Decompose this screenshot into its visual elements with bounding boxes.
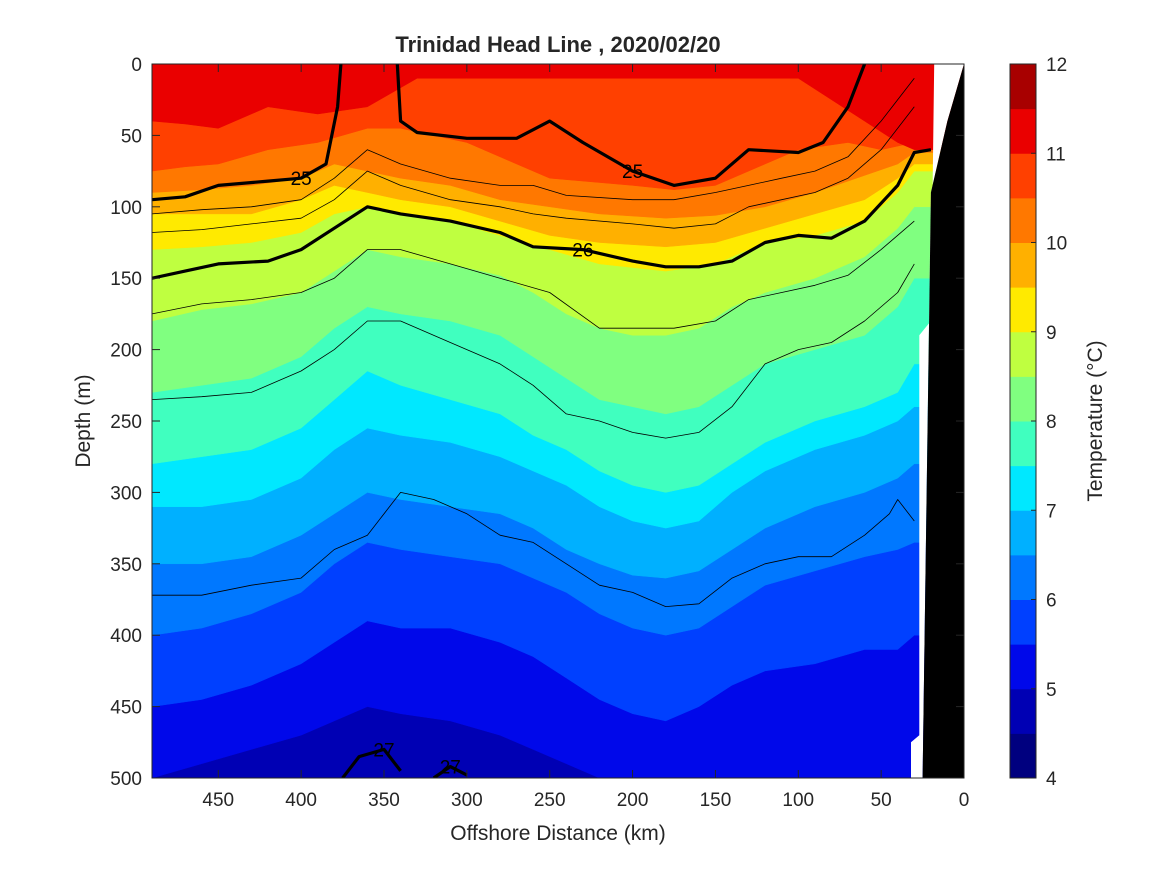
y-axis-ticks: 0 50 100 150 200 250 300 350 400 450 500: [110, 55, 964, 790]
y-tick-label: 300: [110, 483, 142, 504]
colorbar-tick-label: 10: [1046, 234, 1067, 255]
colorbar-level: [1010, 287, 1036, 333]
no-data-mask: [911, 64, 964, 778]
density-contour-line: [152, 148, 932, 280]
contour-label: 26: [572, 241, 593, 262]
y-tick-label: 400: [110, 626, 142, 647]
colorbar-level: [1010, 510, 1036, 556]
x-tick-label: 0: [959, 790, 970, 811]
colorbar-tick-label: 8: [1046, 412, 1057, 433]
plot-area: 25 25 26 27 27: [152, 64, 964, 779]
density-contour-line: [432, 764, 468, 778]
density-contour-line: [152, 263, 915, 439]
colorbar-level: [1010, 331, 1036, 377]
colorbar-level: [1010, 644, 1036, 690]
bottom-topography: [922, 64, 964, 778]
y-tick-label: 100: [110, 198, 142, 219]
x-tick-label: 200: [617, 790, 649, 811]
colorbar-level: [1010, 108, 1036, 154]
colorbar-tick-label: 11: [1046, 144, 1066, 165]
density-contour-line: [341, 747, 402, 778]
colorbar-level: [1010, 376, 1036, 422]
y-tick-label: 200: [110, 341, 142, 362]
y-tick-label: 350: [110, 555, 142, 576]
x-axis-label: Offshore Distance (km): [450, 822, 666, 845]
colorbar-label: Temperature (°C): [1084, 340, 1107, 501]
density-contour-line: [152, 64, 343, 202]
density-contour-line: [152, 491, 915, 607]
colorbar-tick-label: 7: [1046, 501, 1057, 522]
colorbar-tick-label: 9: [1046, 323, 1057, 344]
colorbar-level: [1010, 197, 1036, 243]
colorbar-level: [1010, 465, 1036, 511]
colorbar-level: [1010, 733, 1036, 779]
colorbar-tick-label: 4: [1046, 769, 1057, 790]
contour-label: 27: [373, 740, 394, 761]
y-tick-label: 50: [121, 126, 142, 147]
contour-label: 25: [291, 169, 312, 190]
x-tick-label: 250: [534, 790, 566, 811]
temperature-bands: [152, 64, 964, 778]
density-contour-line: [152, 220, 915, 329]
colorbar-level: [1010, 64, 1036, 110]
colorbar-tick-label: 6: [1046, 591, 1057, 612]
colorbar-level: [1010, 554, 1036, 600]
y-axis-label: Depth (m): [72, 374, 95, 467]
y-tick-label: 0: [131, 55, 142, 76]
temperature-band-11: [152, 64, 964, 150]
colorbar-level: [1010, 242, 1036, 288]
x-tick-label: 350: [368, 790, 400, 811]
density-contour-line: [152, 78, 915, 215]
colorbar-level: [1010, 153, 1036, 199]
density-contour-line: [152, 106, 915, 233]
colorbar-tick-label: 12: [1046, 55, 1067, 76]
colorbar-level: [1010, 421, 1036, 467]
x-tick-label: 50: [871, 790, 892, 811]
colorbar-level: [1010, 688, 1036, 734]
density-contour-line: [395, 64, 867, 187]
y-tick-label: 150: [110, 269, 142, 290]
colorbar: [1010, 64, 1036, 779]
y-tick-label: 250: [110, 412, 142, 433]
x-tick-label: 100: [782, 790, 814, 811]
contour-label: 27: [440, 758, 461, 779]
y-tick-label: 450: [110, 698, 142, 719]
colorbar-level: [1010, 599, 1036, 645]
x-tick-label: 450: [202, 790, 234, 811]
chart-title: Trinidad Head Line , 2020/02/20: [395, 32, 720, 57]
x-axis-ticks: 450 400 350 300 250 200 150 100 50 0: [202, 64, 969, 811]
seafloor: [922, 64, 964, 778]
colorbar-tick-label: 5: [1046, 680, 1057, 701]
density-contours: 25 25 26 27 27: [152, 64, 932, 779]
contour-label: 25: [622, 162, 643, 183]
x-tick-label: 300: [451, 790, 483, 811]
y-tick-label: 500: [110, 769, 142, 790]
x-tick-label: 400: [285, 790, 317, 811]
colorbar-ticks: 4 5 6 7 8 9 10 11 12: [1031, 55, 1067, 790]
no-data-region: [911, 64, 964, 778]
x-tick-label: 150: [700, 790, 732, 811]
